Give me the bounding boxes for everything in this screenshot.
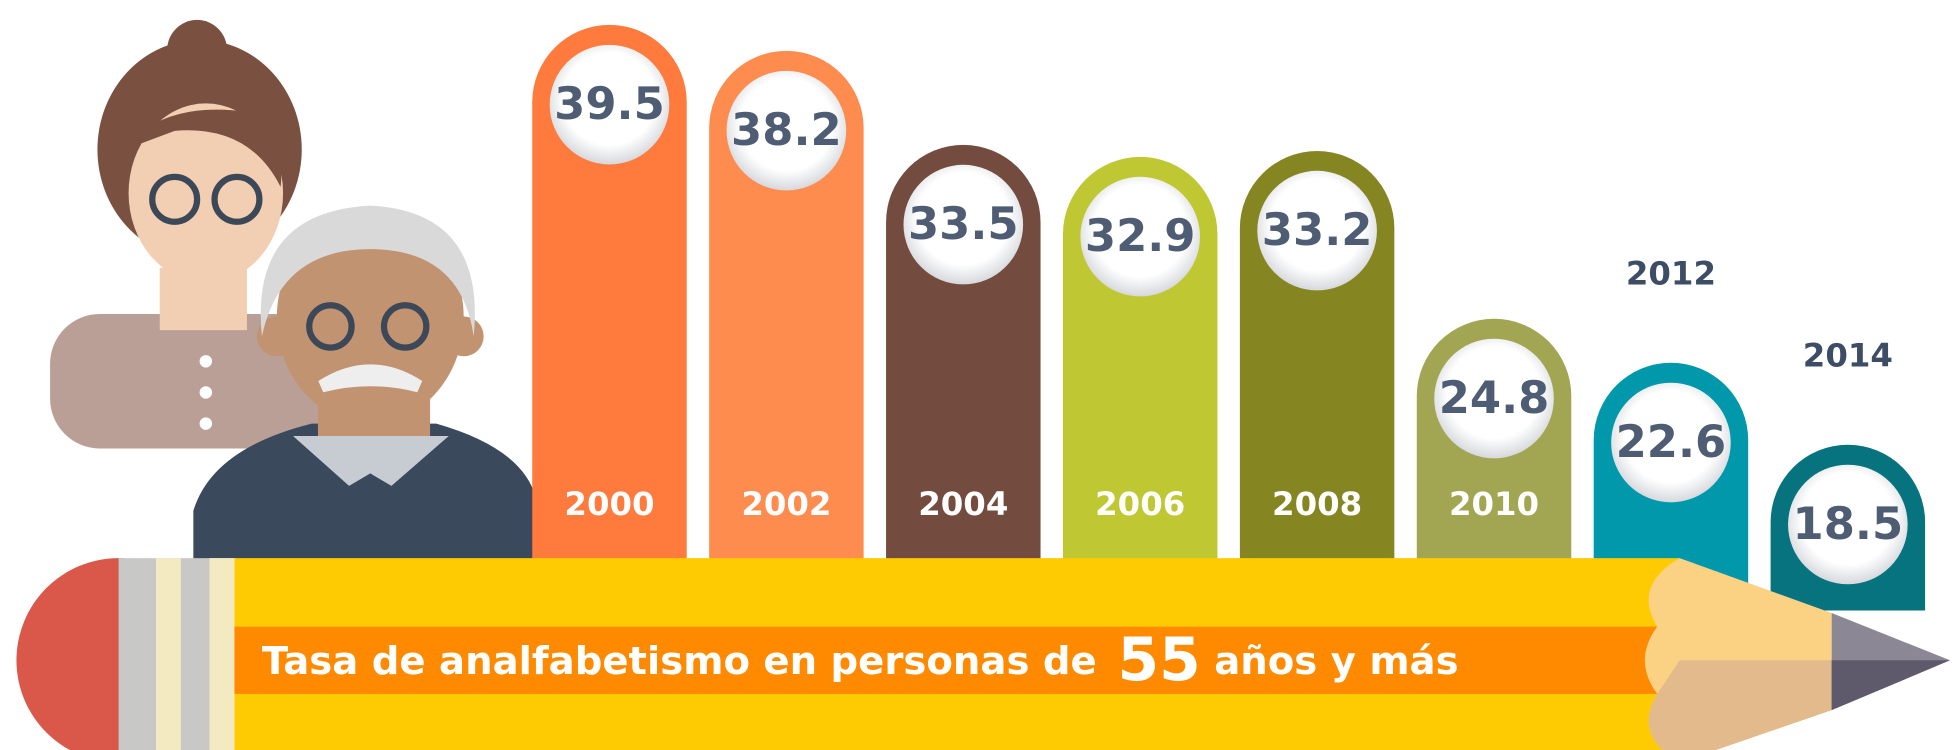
x-tick-label: 2000	[564, 485, 654, 523]
bar	[532, 24, 687, 611]
value-label: 32.9	[1085, 209, 1196, 262]
x-tick-label: 2014	[1803, 337, 1893, 375]
people-illustration	[50, 19, 536, 561]
x-tick-label: 2010	[1449, 485, 1539, 523]
x-tick-label: 2012	[1626, 255, 1716, 293]
x-tick-label: 2004	[918, 485, 1008, 523]
x-tick-label: 2006	[1095, 485, 1185, 523]
value-bubble	[1434, 338, 1554, 459]
value-label: 39.5	[554, 77, 665, 130]
value-bubble	[1257, 170, 1377, 291]
bar	[709, 50, 864, 611]
value-bubble	[1788, 464, 1908, 585]
value-bubble	[549, 44, 670, 165]
value-label: 18.5	[1793, 497, 1904, 550]
value-label: 22.6	[1616, 415, 1727, 468]
x-tick-label: 2008	[1272, 485, 1362, 523]
value-bubble	[726, 70, 847, 191]
value-bubble	[903, 164, 1024, 285]
value-label: 33.5	[908, 197, 1019, 250]
pencil	[16, 558, 1951, 750]
value-label: 38.2	[731, 103, 842, 156]
value-bubble	[1080, 176, 1201, 297]
value-bubble	[1611, 382, 1731, 503]
value-label: 33.2	[1262, 203, 1373, 256]
x-tick-label: 2002	[741, 485, 831, 523]
chart-title: Tasa de analfabetismo en personas de 55 …	[262, 624, 1459, 694]
value-label: 24.8	[1439, 371, 1550, 424]
